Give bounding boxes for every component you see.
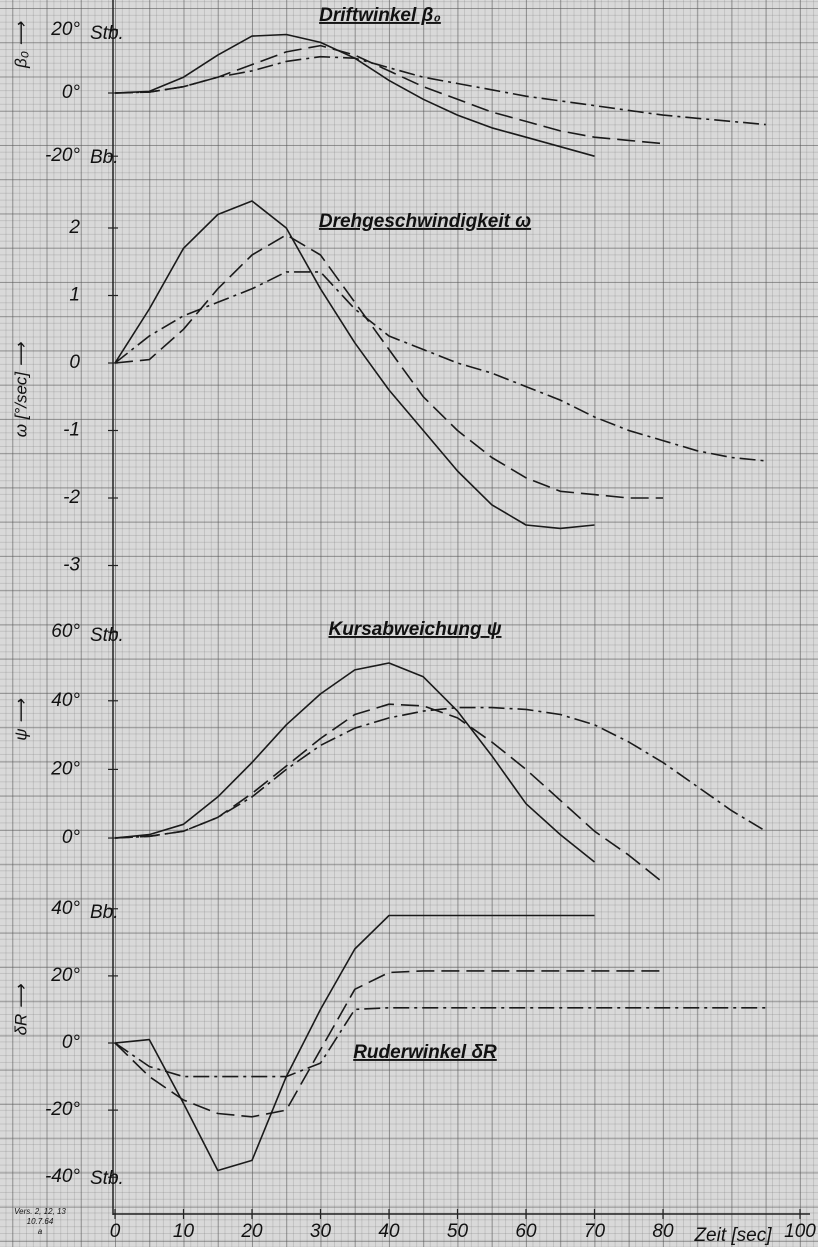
chart-title: Ruderwinkel δR [353, 1042, 497, 1063]
y-tick-label: 0° [62, 1032, 81, 1053]
y-tick-label: 60° [51, 621, 80, 642]
y-axis-label: ψ ⟶ [11, 699, 30, 741]
y-tick-label: 2 [68, 217, 80, 238]
note: 10.7.64 [27, 1217, 54, 1226]
y-tick-label: 0° [62, 827, 81, 848]
y-tick-label: 20° [50, 758, 80, 779]
y-tick-label: -20° [45, 145, 80, 166]
x-axis-label: Zeit [sec] [693, 1225, 772, 1246]
y-tick-label: 40° [51, 898, 80, 919]
note: a [38, 1227, 43, 1236]
series-line [114, 662, 596, 863]
x-tick-label: 20 [240, 1221, 263, 1242]
x-tick-label: 80 [652, 1221, 674, 1242]
y-tick-label: -3 [63, 555, 80, 576]
y-tick-label: 20° [50, 965, 80, 986]
series-line [114, 914, 595, 1172]
series-line [114, 703, 664, 884]
annotation: Stb. [90, 625, 124, 646]
series-line [114, 1007, 766, 1078]
annotation: Bb. [90, 902, 119, 923]
series-line [114, 200, 595, 530]
chart-title: Drehgeschwindigkeit ω [319, 211, 531, 232]
chart-title: Driftwinkel β₀ [319, 5, 441, 26]
y-tick-label: -2 [63, 487, 80, 508]
x-tick-label: 40 [378, 1221, 400, 1242]
y-tick-label: -20° [45, 1099, 80, 1120]
y-axis-label: δR ⟶ [11, 984, 30, 1035]
y-tick-label: -1 [63, 420, 80, 441]
annotation: Bb. [90, 147, 119, 168]
y-tick-label: 1 [69, 285, 80, 306]
x-tick-label: 70 [584, 1221, 606, 1242]
y-tick-label: -40° [45, 1166, 80, 1187]
x-tick-label: 30 [310, 1221, 332, 1242]
x-tick-label: 100 [784, 1221, 816, 1242]
series-line [114, 44, 664, 145]
x-tick-label: 10 [173, 1221, 195, 1242]
note: Vers. 2, 12, 13 [14, 1207, 66, 1216]
chart-title: Kursabweichung ψ [328, 619, 501, 640]
x-tick-label: 50 [447, 1221, 469, 1242]
series-line [114, 234, 663, 499]
x-tick-label: 60 [515, 1221, 537, 1242]
y-axis-label: β₀ ⟶ [11, 21, 30, 69]
y-tick-label: 40° [51, 690, 80, 711]
series-line [114, 706, 767, 839]
y-tick-label: 0 [69, 352, 80, 373]
series-line [114, 271, 766, 462]
y-tick-label: 0° [62, 82, 81, 103]
x-tick-label: 0 [110, 1221, 121, 1242]
y-axis-label: ω [°/sec] ⟶ [11, 342, 30, 437]
annotation: Stb. [90, 23, 124, 44]
series-line [114, 55, 766, 126]
series-line [114, 970, 663, 1118]
y-tick-label: 20° [50, 19, 80, 40]
annotation: Stb. [90, 1168, 124, 1189]
